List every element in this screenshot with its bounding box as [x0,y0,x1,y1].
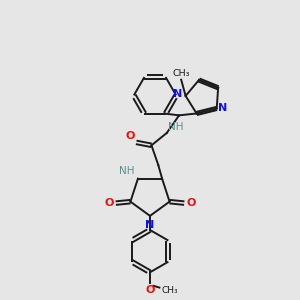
Text: NH: NH [119,166,134,176]
Text: O: O [186,198,195,208]
Text: O: O [145,285,155,295]
Text: N: N [218,103,228,112]
Text: N: N [173,89,183,99]
Text: NH: NH [168,122,184,131]
Text: N: N [146,220,154,230]
Text: O: O [125,131,134,141]
Text: O: O [105,198,114,208]
Text: CH₃: CH₃ [172,69,190,78]
Text: CH₃: CH₃ [161,286,178,295]
